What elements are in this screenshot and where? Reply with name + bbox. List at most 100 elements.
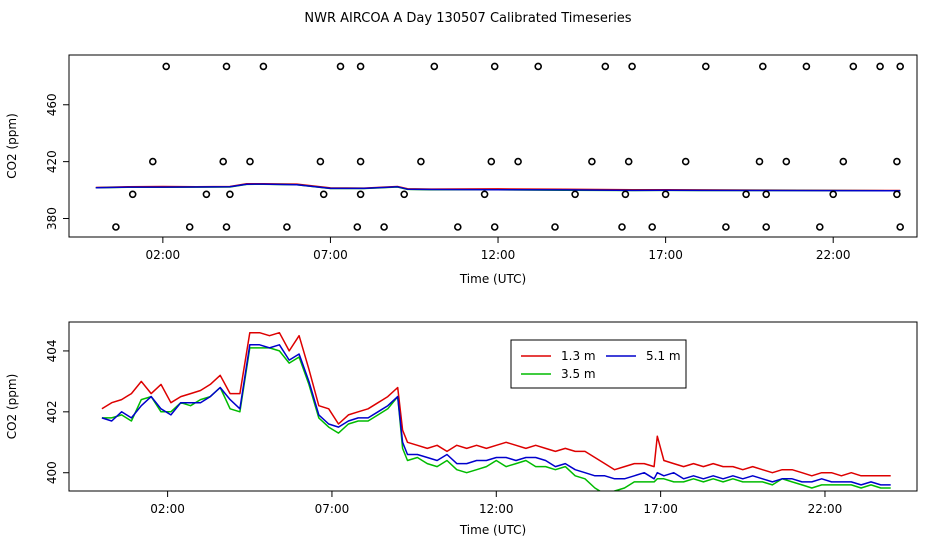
y-tick-label: 402: [45, 400, 59, 423]
data-point: [893, 190, 901, 199]
data-point: [551, 223, 559, 231]
data-point: [202, 190, 211, 199]
y-tick-label: 460: [45, 93, 59, 116]
data-point: [162, 62, 170, 71]
data-point: [319, 190, 328, 199]
figure-title: NWR AIRCOA A Day 130507 Calibrated Times…: [304, 11, 631, 26]
data-point: [149, 157, 157, 166]
y-tick-label: 400: [45, 461, 59, 484]
plot-frame: [68, 54, 918, 238]
x-tick-label: 22:00: [816, 248, 851, 262]
data-point: [490, 62, 499, 71]
y-axis: 380 420 460 CO2 (ppm): [5, 93, 69, 230]
data-point: [336, 62, 345, 71]
x-tick-label: 22:00: [808, 502, 843, 516]
data-point: [893, 157, 901, 166]
data-point: [628, 62, 636, 71]
x-tick-label: 17:00: [648, 248, 683, 262]
data-point: [380, 223, 388, 231]
data-point: [226, 190, 234, 199]
top-panel: 02:00 07:00 12:00 17:00 22:00 Time (UTC) 380 42…: [5, 54, 918, 286]
data-point: [762, 223, 771, 231]
data-point: [534, 62, 543, 71]
outlier-points: [112, 62, 905, 231]
data-point: [681, 157, 690, 166]
data-point: [722, 223, 730, 231]
y-axis-label: CO2 (ppm): [5, 113, 19, 179]
series-group: [101, 331, 891, 491]
x-tick-label: 07:00: [313, 248, 348, 262]
y-tick-label: 420: [45, 150, 59, 173]
data-point: [755, 157, 764, 166]
data-point: [316, 157, 325, 166]
data-point: [588, 157, 596, 166]
data-point: [849, 62, 858, 71]
data-point: [876, 62, 884, 71]
y-tick-label: 380: [45, 207, 59, 230]
x-axis: 02:00 07:00 12:00 17:00 22:00 Time (UTC): [150, 491, 842, 537]
y-axis-label: CO2 (ppm): [5, 374, 19, 440]
x-tick-label: 12:00: [481, 248, 516, 262]
data-point: [839, 157, 848, 166]
data-point: [618, 223, 626, 231]
y-tick-label: 404: [45, 339, 59, 362]
data-point: [758, 62, 767, 71]
data-point: [829, 190, 838, 199]
data-point: [762, 190, 771, 199]
data-point: [112, 223, 120, 231]
data-point: [128, 190, 137, 199]
data-point: [356, 62, 365, 71]
x-axis: 02:00 07:00 12:00 17:00 22:00 Time (UTC): [146, 237, 851, 286]
series-line-3-5-m: [101, 347, 891, 491]
data-point: [802, 62, 811, 71]
data-point: [259, 62, 268, 71]
data-point: [356, 190, 365, 199]
series-line-5-1-m: [101, 344, 891, 486]
data-point: [222, 62, 231, 71]
series-line-5-1-m: [95, 183, 901, 192]
data-point: [621, 190, 630, 199]
data-point: [283, 223, 291, 231]
data-point: [417, 157, 425, 166]
data-point: [490, 223, 499, 231]
x-tick-label: 17:00: [643, 502, 678, 516]
x-tick-label: 07:00: [315, 502, 350, 516]
data-point: [701, 62, 710, 71]
data-point: [661, 190, 670, 199]
data-point: [185, 223, 194, 231]
plot-frame: [68, 321, 918, 492]
x-tick-label: 02:00: [146, 248, 181, 262]
data-point: [742, 190, 750, 199]
x-tick-label: 12:00: [479, 502, 514, 516]
data-point: [896, 223, 905, 231]
x-axis-label: Time (UTC): [459, 272, 526, 286]
data-point: [487, 157, 496, 166]
x-axis-label: Time (UTC): [459, 523, 526, 537]
data-point: [219, 157, 227, 166]
data-point: [453, 223, 462, 231]
data-point: [815, 223, 824, 231]
data-point: [571, 190, 579, 199]
data-point: [353, 223, 362, 231]
legend-label: 5.1 m: [646, 349, 681, 363]
data-point: [624, 157, 633, 166]
series-line-1-3-m: [101, 331, 891, 477]
data-point: [648, 223, 657, 231]
data-point: [246, 157, 254, 166]
legend-box: [510, 339, 687, 389]
data-point: [480, 190, 489, 199]
data-point: [222, 223, 231, 231]
y-axis: 400 402 404 CO2 (ppm): [5, 339, 69, 484]
data-point: [782, 157, 791, 166]
data-point: [356, 157, 365, 166]
data-point: [514, 157, 522, 166]
legend-label: 3.5 m: [561, 367, 596, 381]
series-group: [95, 182, 901, 192]
legend-label: 1.3 m: [561, 349, 596, 363]
legend: 1.3 m 3.5 m 5.1 m: [510, 339, 687, 389]
data-point: [400, 190, 409, 199]
x-tick-label: 02:00: [150, 502, 185, 516]
data-point: [430, 62, 439, 71]
